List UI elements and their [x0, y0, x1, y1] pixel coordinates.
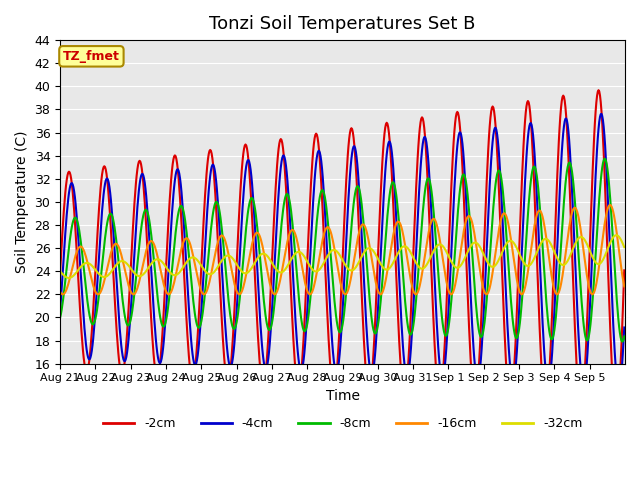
-16cm [124, 277, 131, 283]
-32cm [276, 269, 284, 275]
-32cm [433, 243, 440, 249]
-4cm [122, 354, 130, 360]
-8cm [618, 339, 626, 345]
-32cm [612, 232, 620, 238]
-4cm [620, 324, 628, 330]
-8cm [620, 334, 628, 339]
-8cm [275, 246, 283, 252]
-8cm [226, 311, 234, 316]
-16cm [276, 278, 284, 284]
-16cm [620, 284, 628, 289]
-16cm [56, 289, 64, 295]
-2cm [275, 141, 283, 146]
-2cm [122, 341, 130, 347]
-32cm [56, 268, 64, 274]
-32cm [255, 254, 262, 260]
-2cm [612, 408, 620, 414]
-8cm [401, 290, 408, 296]
Line: -2cm: -2cm [60, 90, 624, 411]
-8cm [432, 239, 440, 245]
-4cm [401, 360, 408, 366]
Line: -32cm: -32cm [60, 235, 624, 278]
-16cm [60, 291, 67, 297]
Title: Tonzi Soil Temperatures Set B: Tonzi Soil Temperatures Set B [209, 15, 476, 33]
Line: -16cm: -16cm [60, 205, 624, 294]
-4cm [432, 306, 440, 312]
-2cm [620, 267, 628, 273]
-4cm [56, 308, 64, 313]
-16cm [227, 263, 235, 269]
-16cm [607, 202, 614, 208]
-4cm [275, 180, 283, 186]
-2cm [401, 393, 408, 398]
-2cm [595, 87, 602, 93]
-4cm [254, 280, 262, 286]
-2cm [226, 371, 234, 376]
-8cm [254, 232, 262, 238]
-8cm [56, 315, 64, 321]
-4cm [226, 364, 234, 370]
X-axis label: Time: Time [326, 389, 360, 403]
-16cm [433, 222, 440, 228]
-32cm [227, 254, 235, 260]
-8cm [600, 156, 608, 162]
-32cm [124, 261, 131, 267]
-32cm [620, 244, 628, 250]
-2cm [254, 334, 262, 340]
-2cm [432, 366, 440, 372]
-8cm [122, 320, 130, 325]
-32cm [65, 275, 73, 281]
Text: TZ_fmet: TZ_fmet [63, 50, 120, 63]
-16cm [255, 231, 262, 237]
-4cm [598, 111, 605, 117]
-16cm [401, 242, 409, 248]
-2cm [56, 268, 64, 274]
Line: -4cm: -4cm [60, 114, 624, 387]
Line: -8cm: -8cm [60, 159, 624, 342]
Y-axis label: Soil Temperature (C): Soil Temperature (C) [15, 131, 29, 273]
-4cm [615, 384, 623, 390]
-32cm [401, 243, 409, 249]
Legend: -2cm, -4cm, -8cm, -16cm, -32cm: -2cm, -4cm, -8cm, -16cm, -32cm [98, 412, 588, 435]
